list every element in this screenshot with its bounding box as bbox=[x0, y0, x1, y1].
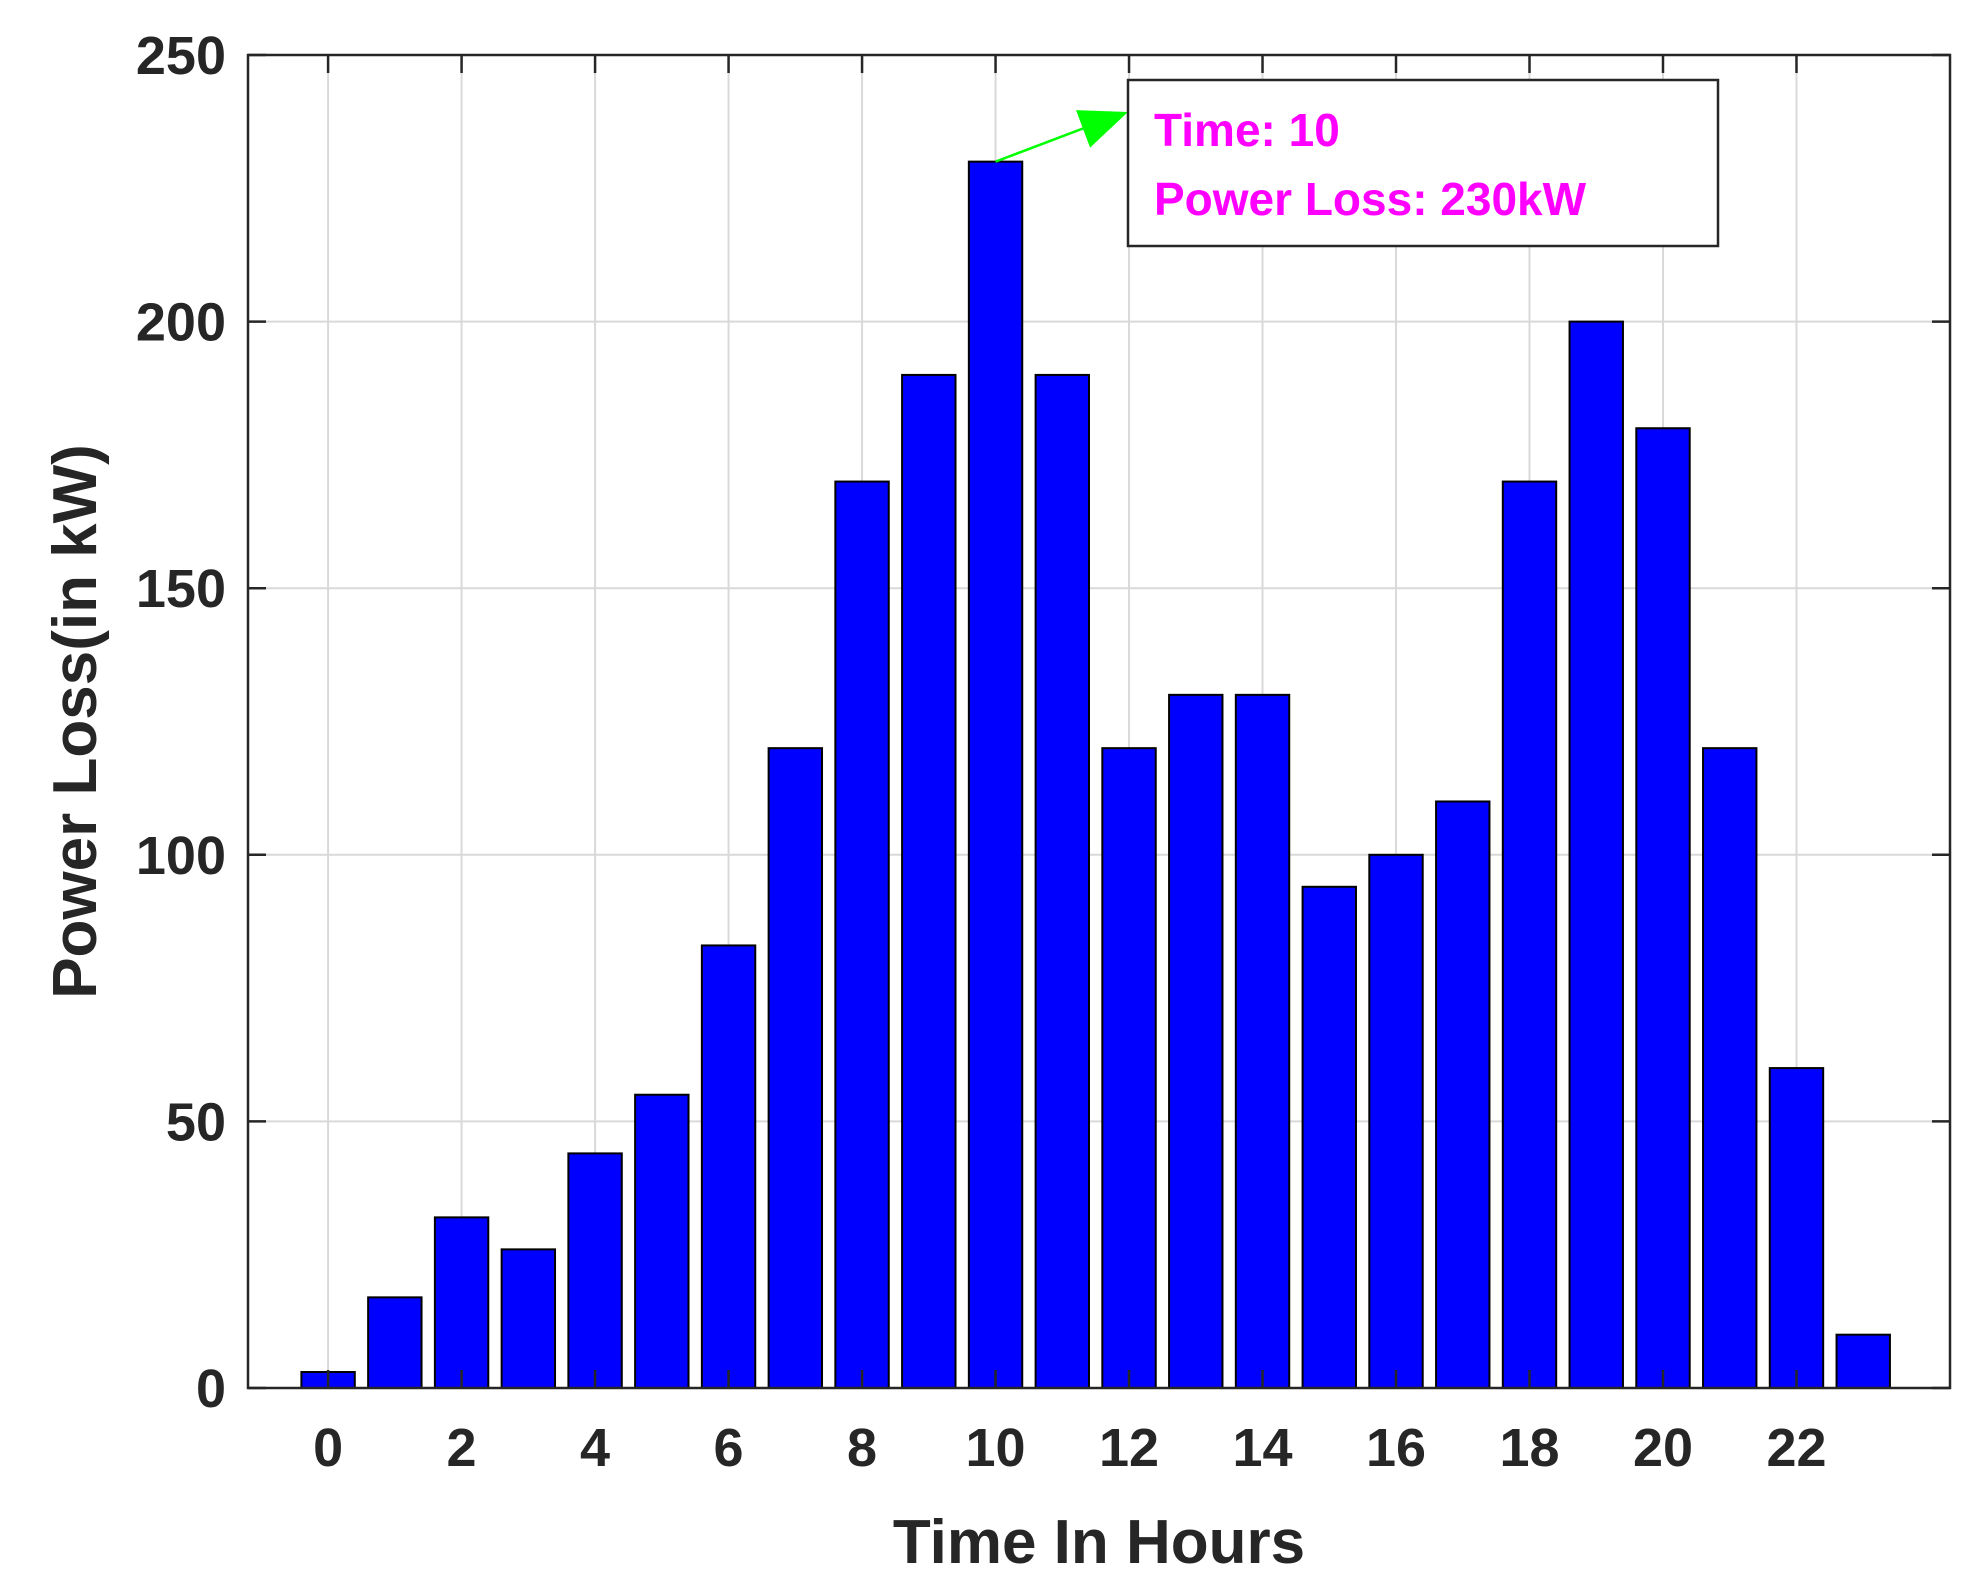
x-tick-label: 10 bbox=[966, 1418, 1026, 1478]
x-tick-label: 18 bbox=[1499, 1418, 1559, 1478]
y-tick-label: 0 bbox=[196, 1359, 226, 1419]
x-tick-label: 6 bbox=[714, 1418, 744, 1478]
bar bbox=[1034, 373, 1090, 1390]
bar bbox=[1301, 885, 1357, 1389]
annotation: Time: 10 Power Loss: 230kW bbox=[995, 78, 1720, 248]
x-tick-label: 8 bbox=[847, 1418, 877, 1478]
x-tick-label: 22 bbox=[1766, 1418, 1826, 1478]
bar bbox=[1501, 480, 1558, 1389]
bar bbox=[433, 1216, 490, 1389]
ticks bbox=[248, 53, 1950, 1390]
bar bbox=[1835, 1333, 1891, 1390]
bar bbox=[767, 747, 824, 1389]
bar bbox=[700, 944, 757, 1389]
x-tick-label: 14 bbox=[1232, 1418, 1292, 1478]
bar bbox=[1768, 1067, 1825, 1389]
bar bbox=[901, 373, 957, 1390]
bar bbox=[967, 160, 1024, 1389]
y-tick-label: 150 bbox=[136, 559, 226, 619]
x-tick-label: 20 bbox=[1633, 1418, 1693, 1478]
y-tick-label: 100 bbox=[136, 826, 226, 886]
bar bbox=[367, 1296, 423, 1389]
x-tick-label: 16 bbox=[1366, 1418, 1426, 1478]
bar bbox=[1168, 693, 1224, 1389]
bar bbox=[500, 1248, 557, 1390]
bar bbox=[634, 1093, 690, 1389]
x-tick-label: 4 bbox=[580, 1418, 610, 1478]
bar bbox=[1368, 853, 1424, 1389]
bar bbox=[1101, 747, 1157, 1389]
bar bbox=[1568, 320, 1624, 1390]
x-tick-label: 0 bbox=[313, 1418, 343, 1478]
annotation-time-text: Time: 10 bbox=[1154, 104, 1340, 156]
x-axis-label: Time In Hours bbox=[893, 1508, 1305, 1577]
y-tick-label: 50 bbox=[166, 1092, 226, 1152]
bar bbox=[1435, 800, 1491, 1389]
bar bbox=[834, 480, 890, 1389]
x-tick-label: 12 bbox=[1099, 1418, 1159, 1478]
bar bbox=[1635, 427, 1691, 1389]
axes-frame bbox=[246, 53, 1952, 1390]
x-tick-label: 2 bbox=[447, 1418, 477, 1478]
bar bbox=[567, 1152, 623, 1389]
y-tick-label: 200 bbox=[136, 293, 226, 353]
bar bbox=[1702, 747, 1758, 1389]
y-tick-label: 250 bbox=[136, 26, 226, 86]
bar bbox=[1234, 693, 1291, 1389]
tick-labels: 0 2 4 6 8 10 12 14 16 18 20 22 0 50 100 150 200 250 bbox=[136, 26, 1827, 1478]
y-axis-label: Power Loss(in kW) bbox=[41, 444, 110, 999]
annotation-box bbox=[1126, 78, 1720, 248]
annotation-power-loss-text: Power Loss: 230kW bbox=[1154, 173, 1587, 225]
annotation-arrowhead bbox=[1076, 110, 1128, 148]
bars bbox=[300, 160, 1891, 1390]
